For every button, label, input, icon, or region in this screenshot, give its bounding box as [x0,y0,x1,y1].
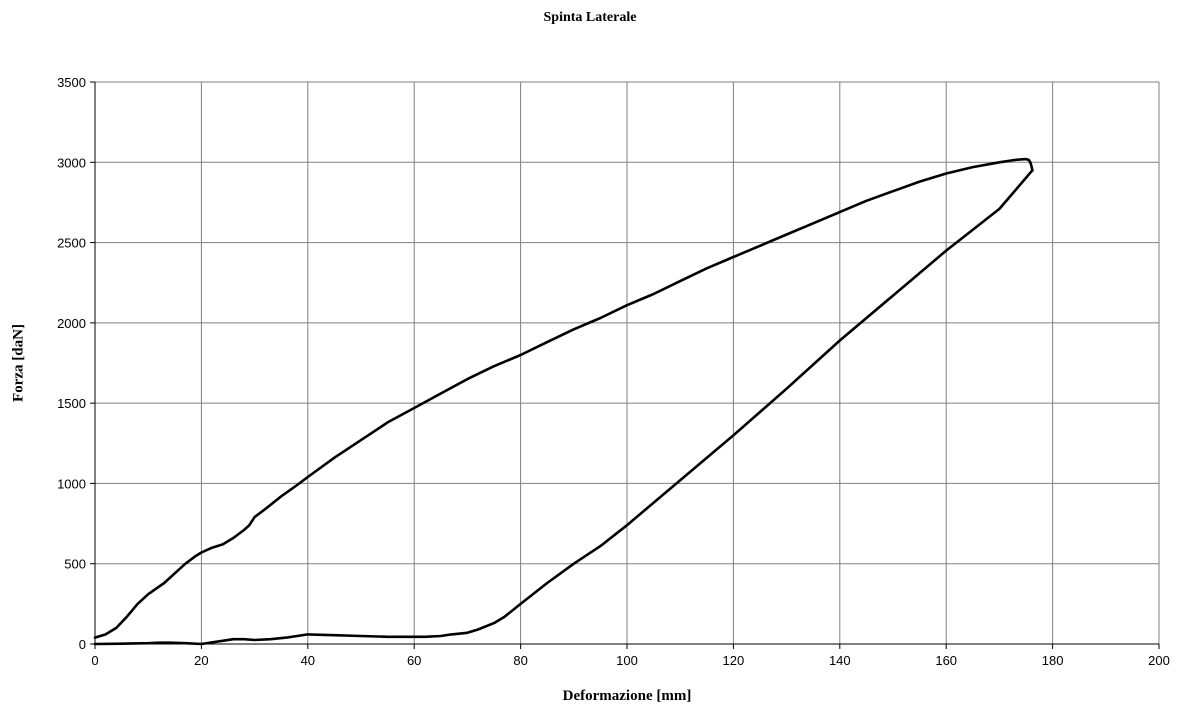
y-tick-label: 1500 [57,396,86,411]
series-layer [93,157,1034,646]
y-axis-label: Forza [daN] [10,324,27,402]
x-tick-label: 140 [829,653,851,668]
y-tick-label: 0 [79,637,86,652]
x-tick-label: 20 [194,653,208,668]
x-axis-label: Deformazione [mm] [562,688,692,704]
x-tick-label: 100 [616,653,638,668]
axes: 0 20 40 60 80 100 120 140 160 180 2000500100015002… [57,75,1170,668]
grid [95,81,1160,644]
x-tick-label: 40 [301,653,315,668]
series-line-1 [93,157,1034,639]
chart-title: Spinta Laterale [543,10,637,25]
x-tick-label: 60 [407,653,421,668]
x-tick-label: 120 [723,653,745,668]
y-tick-label: 500 [64,557,86,572]
y-tick-label: 3500 [57,75,86,90]
x-tick-label: 180 [1042,653,1064,668]
x-tick-label: 200 [1148,653,1170,668]
y-tick-label: 3000 [57,155,86,170]
x-tick-label: 0 [91,653,98,668]
series-line-2 [93,169,1034,646]
y-tick-label: 2000 [57,316,86,331]
x-tick-label: 160 [935,653,957,668]
x-tick-label: 80 [513,653,527,668]
y-tick-label: 1000 [57,476,86,491]
y-tick-label: 2500 [57,236,86,251]
